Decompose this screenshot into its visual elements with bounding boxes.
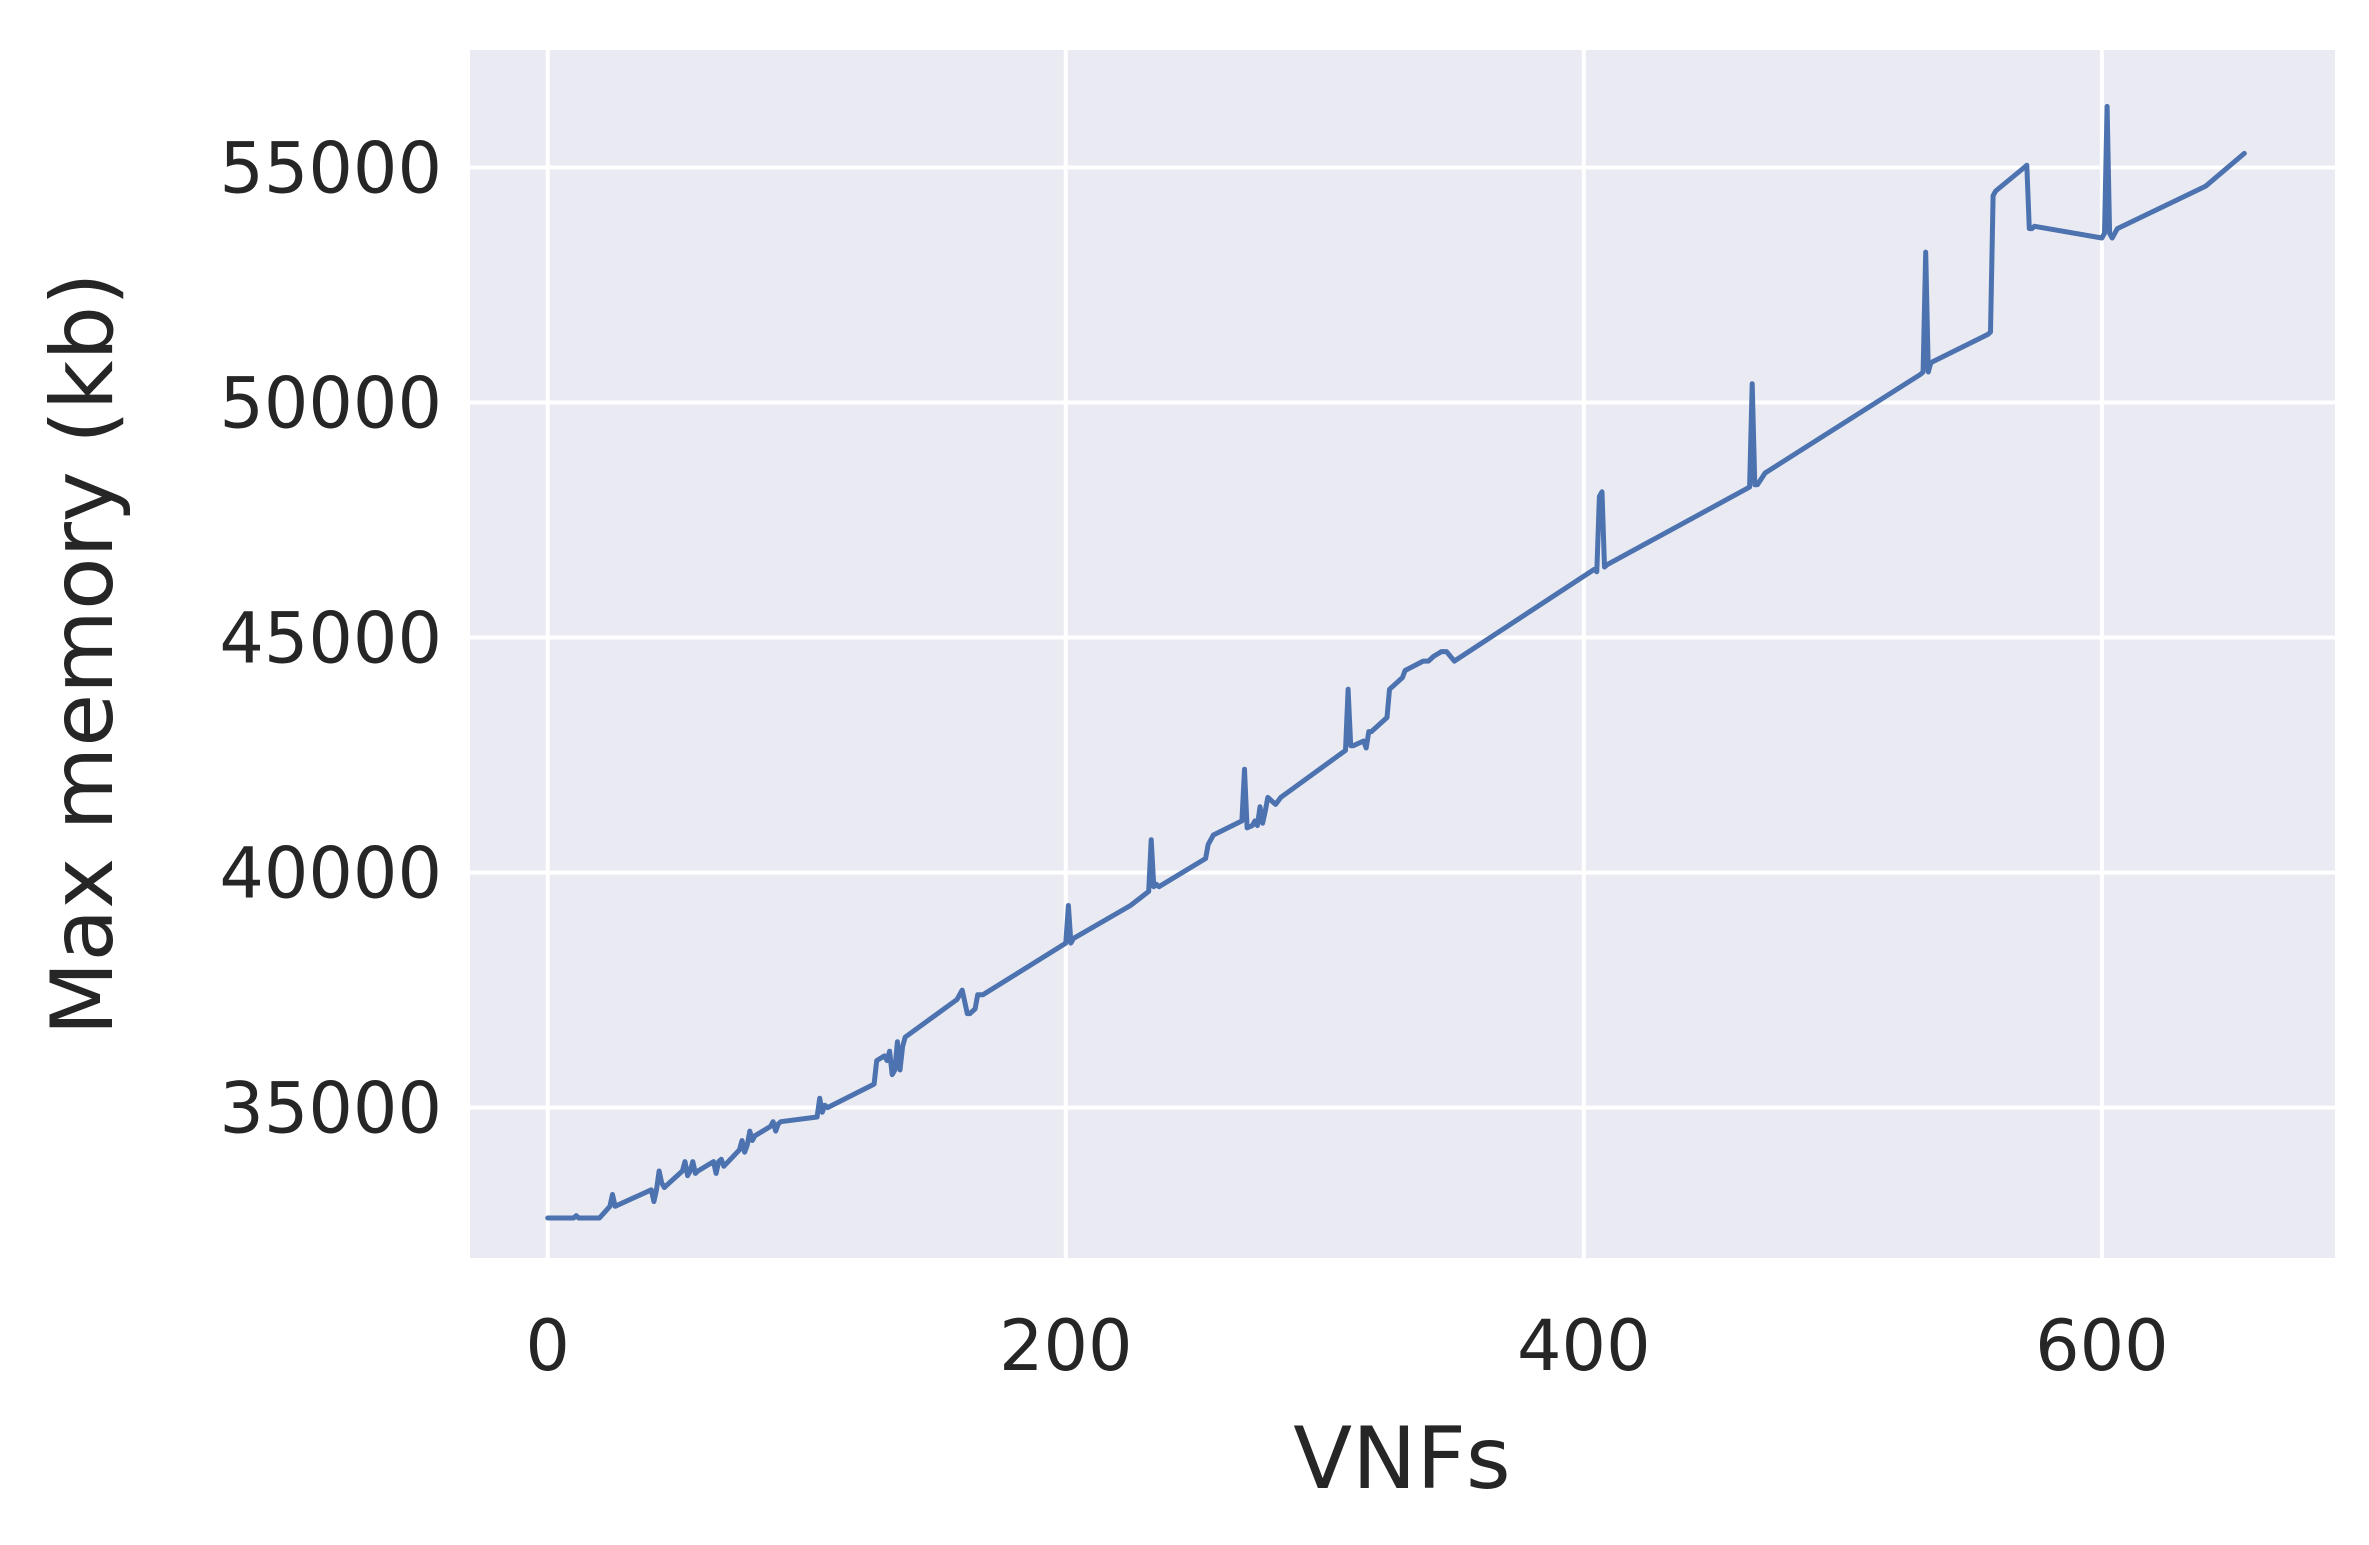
series-line-0 [545,103,2247,1221]
y-tick-label: 55000 [219,128,442,210]
x-axis-label: VNFs [1293,1409,1510,1509]
y-tick-label: 45000 [219,598,442,680]
plot-background [470,50,2335,1258]
x-tick-label: 600 [2035,1305,2169,1387]
y-tick-label: 50000 [219,363,442,445]
y-tick-labels: 35000 40000 45000 50000 55000 [219,128,442,1150]
y-tick-label: 40000 [219,833,442,915]
x-tick-label: 400 [1517,1305,1651,1387]
x-tick-labels: 0 200 400 600 [525,1305,2168,1387]
series-group [545,103,2247,1221]
y-tick-label: 35000 [219,1068,442,1150]
x-tick-label: 0 [525,1305,570,1387]
grid-lines [470,50,2335,1258]
x-tick-label: 200 [999,1305,1133,1387]
y-axis-label: Max memory (kb) [33,272,133,1035]
